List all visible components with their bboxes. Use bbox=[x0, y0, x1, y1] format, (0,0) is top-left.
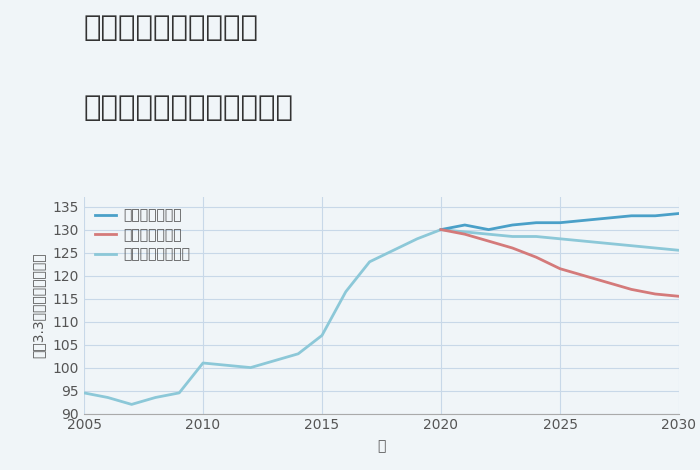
ノーマルシナリオ bbox=[651, 245, 659, 251]
グッドシナリオ bbox=[437, 227, 445, 233]
バッドシナリオ bbox=[437, 227, 445, 233]
バッドシナリオ bbox=[603, 280, 612, 285]
グッドシナリオ bbox=[627, 213, 636, 219]
バッドシナリオ bbox=[651, 291, 659, 297]
ノーマルシナリオ bbox=[246, 365, 255, 370]
ノーマルシナリオ bbox=[675, 248, 683, 253]
ノーマルシナリオ bbox=[199, 360, 207, 366]
ノーマルシナリオ bbox=[532, 234, 540, 239]
グッドシナリオ bbox=[580, 218, 588, 223]
ノーマルシナリオ bbox=[175, 390, 183, 396]
バッドシナリオ bbox=[580, 273, 588, 278]
グッドシナリオ bbox=[484, 227, 493, 233]
ノーマルシナリオ bbox=[318, 333, 326, 338]
グッドシナリオ bbox=[508, 222, 517, 228]
X-axis label: 年: 年 bbox=[377, 439, 386, 454]
ノーマルシナリオ bbox=[484, 231, 493, 237]
ノーマルシナリオ bbox=[80, 390, 88, 396]
ノーマルシナリオ bbox=[389, 248, 398, 253]
ノーマルシナリオ bbox=[151, 395, 160, 400]
バッドシナリオ bbox=[627, 287, 636, 292]
Text: 中古マンションの価格推移: 中古マンションの価格推移 bbox=[84, 94, 294, 122]
バッドシナリオ bbox=[484, 238, 493, 244]
ノーマルシナリオ bbox=[556, 236, 564, 242]
ノーマルシナリオ bbox=[461, 229, 469, 235]
バッドシナリオ bbox=[532, 254, 540, 260]
Line: バッドシナリオ: バッドシナリオ bbox=[441, 230, 679, 296]
グッドシナリオ bbox=[675, 211, 683, 216]
バッドシナリオ bbox=[556, 266, 564, 272]
Y-axis label: 坪（3.3㎡）単価（万円）: 坪（3.3㎡）単価（万円） bbox=[32, 253, 46, 358]
ノーマルシナリオ bbox=[104, 395, 112, 400]
Legend: グッドシナリオ, バッドシナリオ, ノーマルシナリオ: グッドシナリオ, バッドシナリオ, ノーマルシナリオ bbox=[91, 204, 194, 266]
バッドシナリオ bbox=[508, 245, 517, 251]
グッドシナリオ bbox=[532, 220, 540, 226]
ノーマルシナリオ bbox=[580, 238, 588, 244]
Line: ノーマルシナリオ: ノーマルシナリオ bbox=[84, 230, 679, 404]
ノーマルシナリオ bbox=[603, 241, 612, 246]
グッドシナリオ bbox=[556, 220, 564, 226]
ノーマルシナリオ bbox=[294, 351, 302, 357]
ノーマルシナリオ bbox=[223, 362, 231, 368]
ノーマルシナリオ bbox=[342, 289, 350, 295]
ノーマルシナリオ bbox=[413, 236, 421, 242]
バッドシナリオ bbox=[461, 231, 469, 237]
ノーマルシナリオ bbox=[270, 358, 279, 363]
ノーマルシナリオ bbox=[508, 234, 517, 239]
ノーマルシナリオ bbox=[627, 243, 636, 249]
グッドシナリオ bbox=[603, 215, 612, 221]
Line: グッドシナリオ: グッドシナリオ bbox=[441, 213, 679, 230]
グッドシナリオ bbox=[461, 222, 469, 228]
グッドシナリオ bbox=[651, 213, 659, 219]
ノーマルシナリオ bbox=[437, 227, 445, 233]
ノーマルシナリオ bbox=[127, 401, 136, 407]
バッドシナリオ bbox=[675, 293, 683, 299]
ノーマルシナリオ bbox=[365, 259, 374, 265]
Text: 兵庫県姫路市伊伝居の: 兵庫県姫路市伊伝居の bbox=[84, 14, 259, 42]
